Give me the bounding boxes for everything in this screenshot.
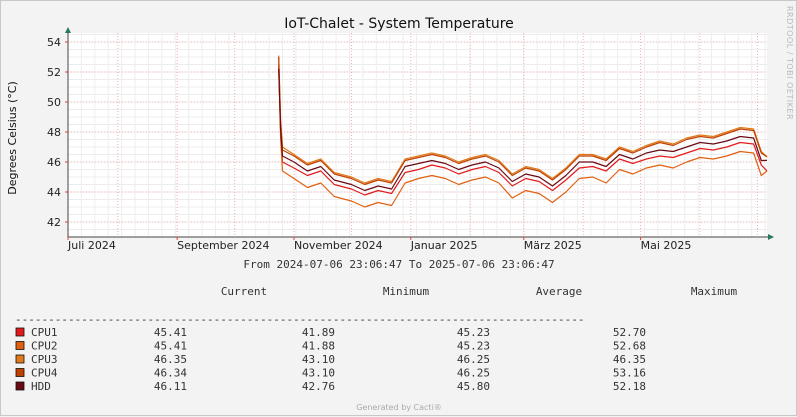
y-tick-label: 54 (47, 36, 61, 49)
x-tick-label: Mai 2025 (641, 239, 692, 252)
legend-value: 53.16 (613, 367, 646, 380)
legend-swatch (15, 327, 25, 337)
legend-value: 43.10 (302, 353, 335, 366)
legend-header: Current Minimum Average Maximum (221, 285, 738, 298)
legend-value: 46.25 (457, 367, 490, 380)
series-line-cpu4 (278, 56, 768, 186)
legend-row-hdd: HDD 46.11 42.76 45.80 52.18 (15, 380, 646, 393)
y-axis-arrow-icon (65, 27, 71, 33)
axes (65, 27, 774, 240)
legend-col-maximum: Maximum (691, 285, 738, 298)
time-range: From 2024-07-06 23:06:47 To 2025-07-06 2… (243, 258, 554, 271)
y-axis-label: Degrees Celsius (°C) (6, 81, 19, 195)
x-tick-label: September 2024 (177, 239, 269, 252)
legend-row-cpu1: CPU1 45.41 41.89 45.23 52.70 (15, 326, 646, 339)
legend-col-minimum: Minimum (383, 285, 430, 298)
legend-value: 41.88 (302, 340, 335, 353)
legend-value: 45.41 (154, 326, 187, 339)
series-line-cpu3 (278, 55, 768, 184)
chart-title: IoT-Chalet - System Temperature (284, 16, 514, 32)
legend-value: 41.89 (302, 326, 335, 339)
x-tick-label: November 2024 (294, 239, 383, 252)
series-layer (278, 55, 768, 208)
legend-swatch (15, 354, 25, 364)
footer-credit: Generated by Cacti® (356, 403, 442, 412)
legend-value: 46.34 (154, 367, 187, 380)
legend-value: 45.23 (457, 326, 490, 339)
legend-value: 52.70 (613, 326, 646, 339)
rrdtool-watermark: RRDTOOL / TOBI OETIKER (785, 6, 794, 120)
legend-swatch (15, 341, 25, 350)
series-line-cpu2 (278, 65, 768, 208)
x-tick-label: Juli 2024 (67, 239, 116, 252)
legend-value: 52.18 (613, 380, 646, 393)
series-line-hdd (278, 68, 768, 192)
legend-value: 45.41 (154, 340, 187, 353)
y-tick-label: 46 (47, 156, 61, 169)
y-ticks: 42 44 46 48 50 52 54 (47, 36, 68, 229)
x-axis-arrow-icon (768, 234, 774, 240)
y-tick-label: 42 (47, 216, 61, 229)
legend-rows: CPU1 45.41 41.89 45.23 52.70 CPU2 45.41 41.88 45… (15, 326, 646, 393)
legend-divider: ----------------------------------------… (15, 313, 585, 326)
legend-value: 45.80 (457, 380, 490, 393)
legend-value: 46.11 (154, 380, 187, 393)
legend-series-name: CPU2 (31, 340, 58, 353)
legend-value: 46.25 (457, 353, 490, 366)
legend-row-cpu2: CPU2 45.41 41.88 45.23 52.68 (15, 340, 646, 353)
legend-row-cpu3: CPU3 46.35 43.10 46.25 46.35 (15, 353, 646, 366)
legend-series-name: CPU1 (31, 326, 58, 339)
x-ticks: Juli 2024 September 2024 November 2024 Janu… (67, 237, 691, 252)
legend-col-current: Current (221, 285, 267, 298)
legend-value: 43.10 (302, 367, 335, 380)
legend-value: 45.23 (457, 340, 490, 353)
legend-swatch (15, 381, 25, 391)
y-tick-label: 50 (47, 96, 61, 109)
legend-row-cpu4: CPU4 46.34 43.10 46.25 53.16 (15, 367, 646, 380)
legend-series-name: CPU3 (31, 353, 58, 366)
legend-series-name: HDD (31, 380, 51, 393)
legend-value: 46.35 (613, 353, 646, 366)
plot-area (68, 33, 767, 237)
y-tick-label: 52 (47, 66, 61, 79)
legend-series-name: CPU4 (31, 367, 58, 380)
grid (67, 33, 767, 238)
x-tick-label: März 2025 (524, 239, 582, 252)
legend-value: 42.76 (302, 380, 335, 393)
x-tick-label: Januar 2025 (410, 239, 478, 252)
series-line-cpu1 (278, 64, 768, 196)
y-tick-label: 48 (47, 126, 61, 139)
legend-swatch (15, 368, 25, 377)
legend-value: 46.35 (154, 353, 187, 366)
legend-value: 52.68 (613, 340, 646, 353)
y-tick-label: 44 (47, 186, 61, 199)
legend-col-average: Average (536, 285, 582, 298)
